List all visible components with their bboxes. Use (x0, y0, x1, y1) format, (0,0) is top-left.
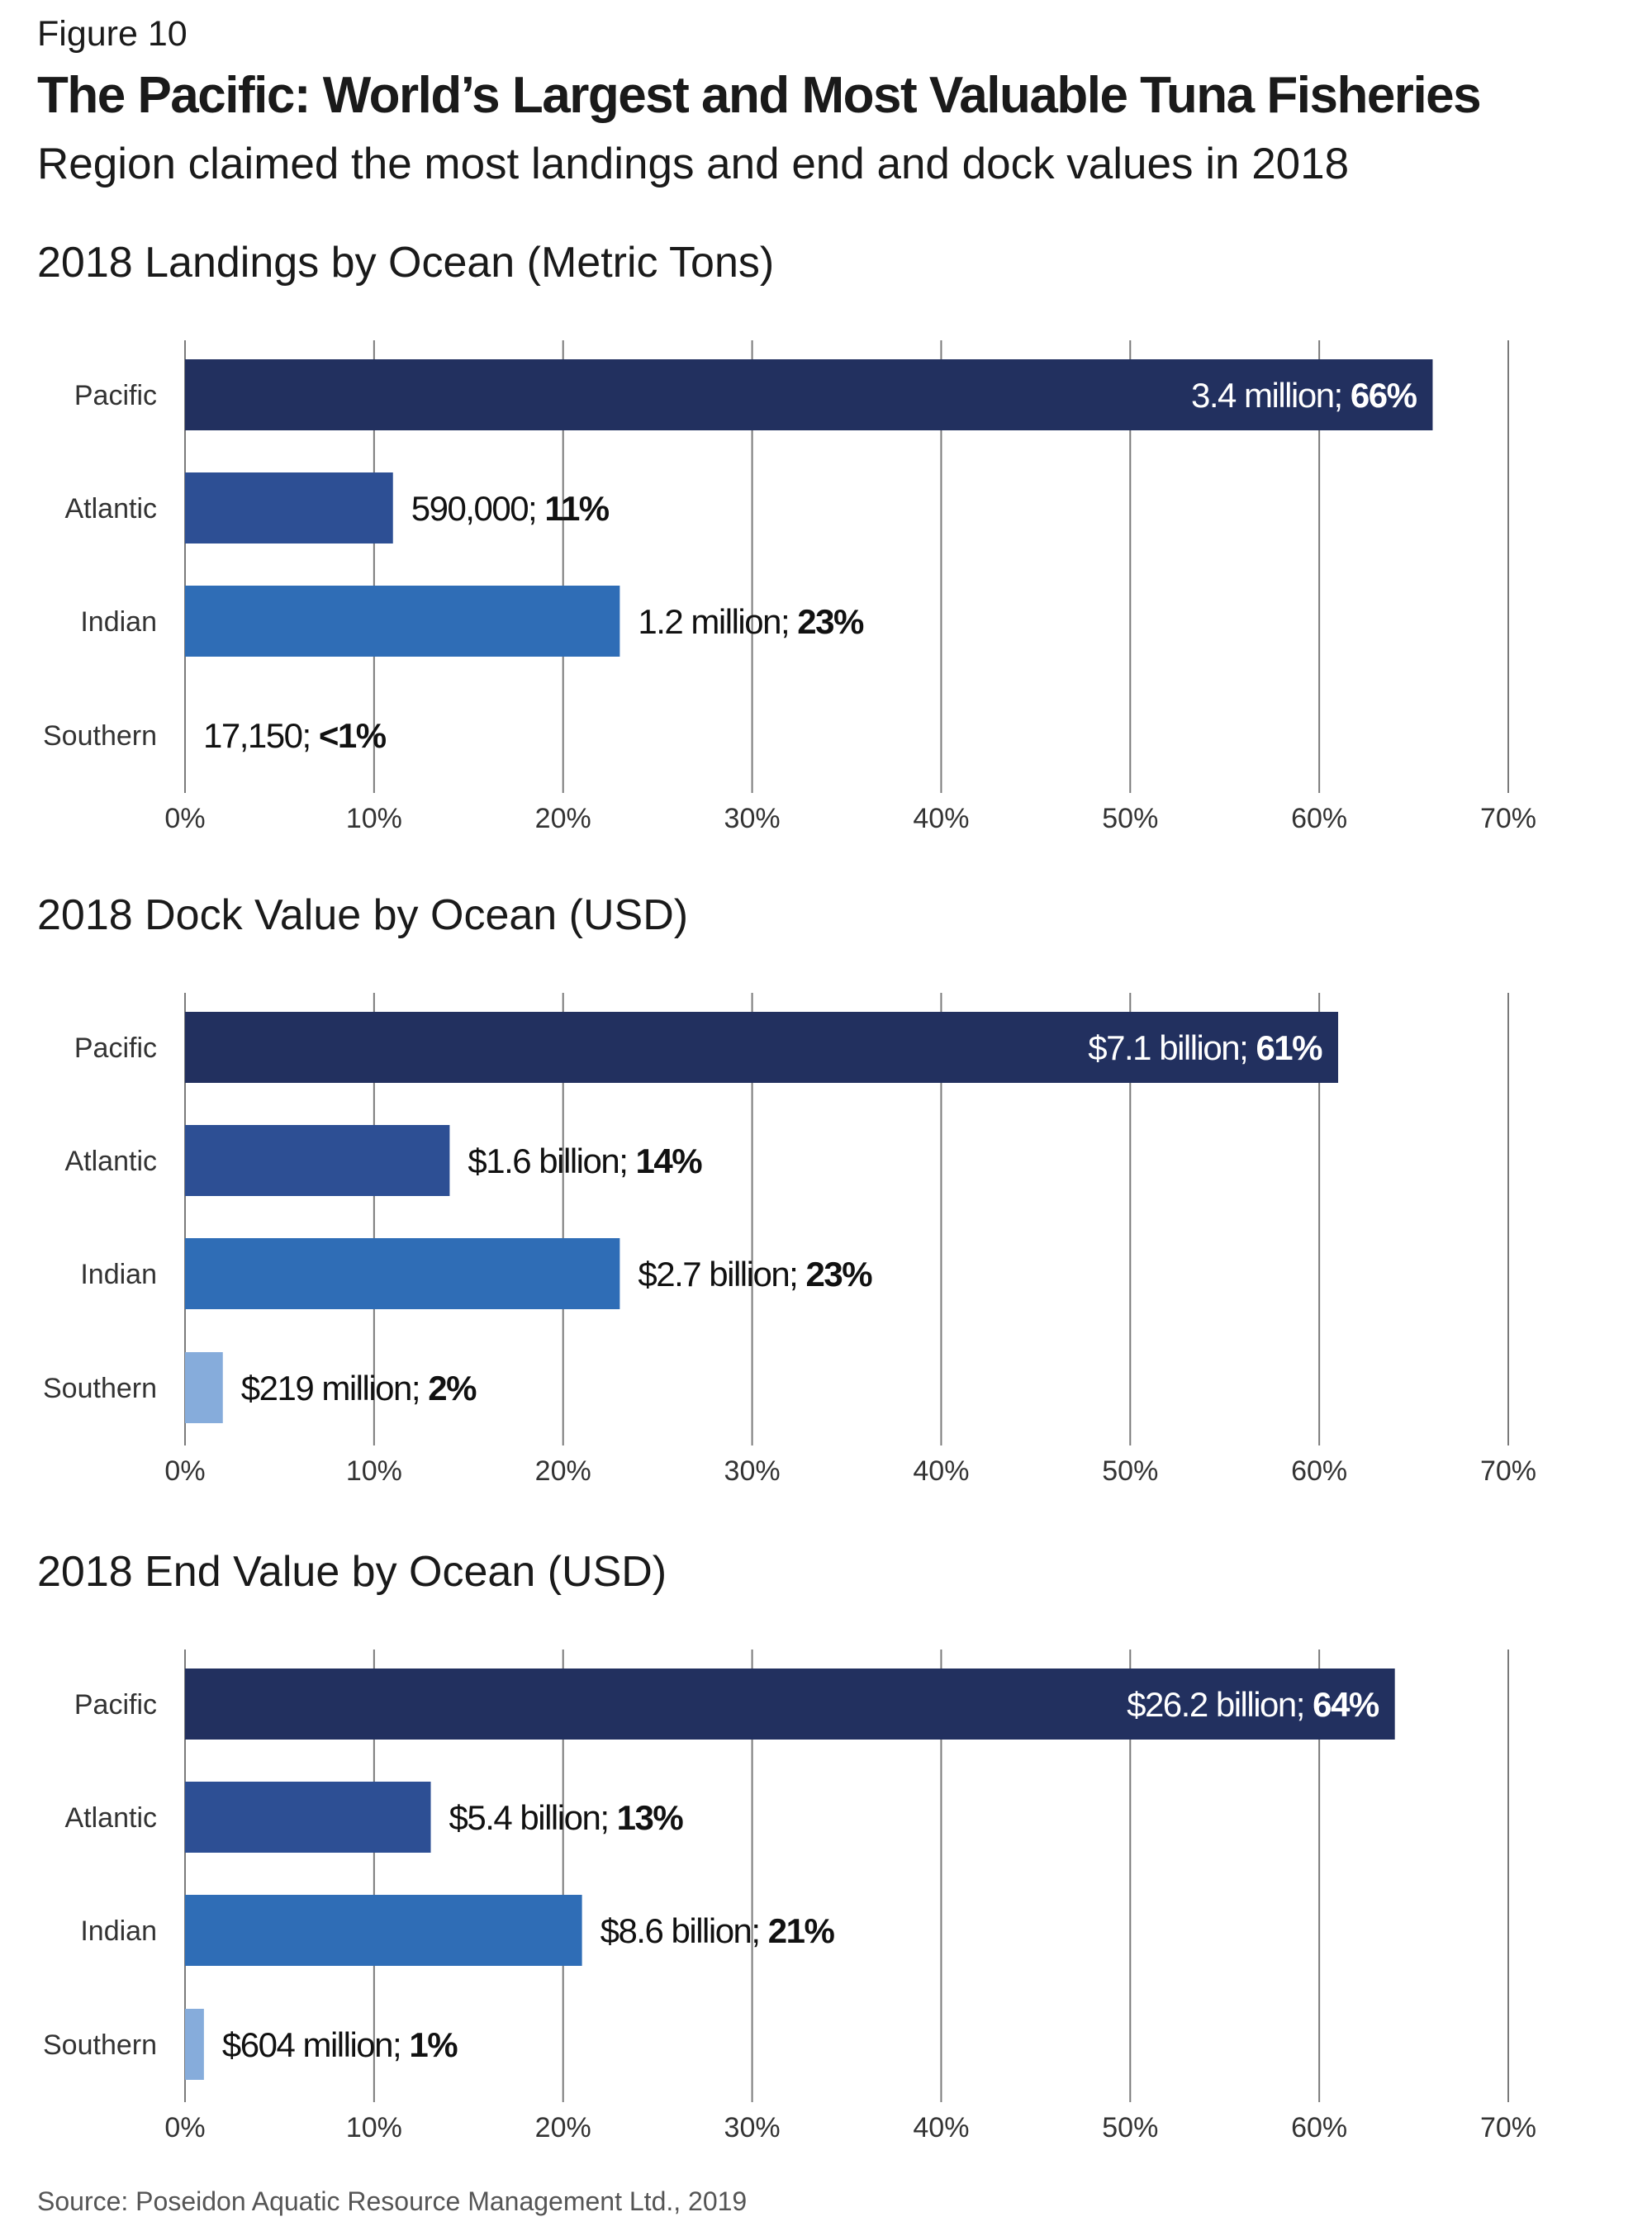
chart-panel-3: 2018 End Value by Ocean (USD) 0% 10% 20% 30%… (37, 1548, 1536, 2143)
category-label: Southern (43, 1373, 157, 1404)
category-label: Indian (80, 1915, 157, 1947)
data-label-value: 590,000; (411, 489, 545, 528)
data-label-value: $8.6 billion; (601, 1911, 768, 1950)
data-label-atlantic: 590,000; 11% (411, 489, 610, 528)
x-tick-label: 50% (1102, 803, 1158, 834)
data-label-value: $2.7 billion; (638, 1255, 805, 1294)
x-tick-label: 0% (164, 2112, 205, 2143)
x-tick-label: 10% (346, 2112, 402, 2143)
data-label-indian: $8.6 billion; 21% (601, 1911, 835, 1950)
x-tick-label: 40% (913, 2112, 969, 2143)
category-label: Southern (43, 720, 157, 752)
chart-panel-1: 2018 Landings by Ocean (Metric Tons) 0% 10… (37, 239, 1536, 834)
data-label-indian: 1.2 million; 23% (638, 602, 864, 641)
data-label-atlantic: $1.6 billion; 14% (468, 1142, 702, 1180)
data-label-southern: $604 million; 1% (222, 2025, 458, 2064)
data-label-value: $604 million; (222, 2025, 409, 2064)
x-tick-label: 70% (1480, 803, 1536, 834)
data-label-pacific: 3.4 million; 66% (1191, 376, 1417, 415)
data-label-percent: 23% (797, 602, 864, 641)
category-label: Pacific (74, 1032, 157, 1064)
category-label: Pacific (74, 1689, 157, 1721)
data-label-indian: $2.7 billion; 23% (638, 1255, 872, 1294)
category-label: Indian (80, 606, 157, 638)
data-label-southern: 17,150; <1% (203, 716, 387, 755)
x-tick-label: 60% (1291, 2112, 1347, 2143)
data-label-atlantic: $5.4 billion; 13% (449, 1798, 684, 1837)
bar-southern (185, 2009, 204, 2080)
figure-subtitle: Region claimed the most landings and end… (37, 140, 1350, 188)
x-tick-label: 30% (724, 1455, 781, 1487)
x-tick-label: 50% (1102, 1455, 1158, 1487)
bar-pacific (185, 359, 1433, 430)
x-tick-label: 0% (164, 803, 205, 834)
data-label-percent: <1% (319, 716, 387, 755)
figure-title: The Pacific: World’s Largest and Most Va… (37, 67, 1482, 124)
data-label-percent: 61% (1256, 1028, 1322, 1067)
x-tick-label: 0% (164, 1455, 205, 1487)
data-label-value: 1.2 million; (638, 602, 797, 641)
category-label: Atlantic (65, 1146, 158, 1177)
data-label-pacific: $7.1 billion; 61% (1088, 1028, 1322, 1067)
x-tick-label: 20% (535, 2112, 591, 2143)
x-tick-label: 40% (913, 803, 969, 834)
data-label-percent: 14% (636, 1142, 703, 1180)
data-label-value: 3.4 million; (1191, 376, 1351, 415)
category-label: Southern (43, 2029, 157, 2061)
x-tick-label: 10% (346, 1455, 402, 1487)
bar-atlantic (185, 472, 393, 544)
data-label-pacific: $26.2 billion; 64% (1127, 1685, 1379, 1724)
bar-atlantic (185, 1125, 450, 1196)
bar-indian (185, 586, 620, 657)
x-tick-label: 70% (1480, 2112, 1536, 2143)
bar-southern (185, 1352, 223, 1423)
x-tick-label: 20% (535, 1455, 591, 1487)
x-tick-label: 50% (1102, 2112, 1158, 2143)
source-note: Source: Poseidon Aquatic Resource Manage… (37, 2186, 748, 2216)
panel-title: 2018 Landings by Ocean (Metric Tons) (37, 239, 774, 287)
panel-title: 2018 Dock Value by Ocean (USD) (37, 891, 688, 939)
data-label-value: $1.6 billion; (468, 1142, 635, 1180)
data-label-percent: 13% (617, 1798, 684, 1837)
category-label: Indian (80, 1259, 157, 1290)
category-label: Pacific (74, 380, 157, 411)
data-label-percent: 21% (768, 1911, 835, 1950)
x-tick-label: 10% (346, 803, 402, 834)
category-label: Atlantic (65, 493, 158, 525)
data-label-value: 17,150; (203, 716, 319, 755)
chart-panel-2: 2018 Dock Value by Ocean (USD) 0% 10% 20% 30… (37, 891, 1536, 1487)
bar-atlantic (185, 1782, 431, 1853)
data-label-value: $219 million; (241, 1369, 428, 1407)
data-label-percent: 66% (1351, 376, 1417, 415)
data-label-percent: 1% (409, 2025, 458, 2064)
x-tick-label: 60% (1291, 1455, 1347, 1487)
bar-pacific (185, 1012, 1339, 1083)
data-label-percent: 2% (428, 1369, 477, 1407)
data-label-percent: 64% (1313, 1685, 1379, 1724)
panel-title: 2018 End Value by Ocean (USD) (37, 1548, 667, 1596)
figure-label: Figure 10 (37, 14, 188, 54)
x-tick-label: 40% (913, 1455, 969, 1487)
bar-indian (185, 1895, 582, 1966)
data-label-value: $26.2 billion; (1127, 1685, 1313, 1724)
bar-indian (185, 1238, 620, 1309)
data-label-southern: $219 million; 2% (241, 1369, 477, 1407)
x-tick-label: 30% (724, 803, 781, 834)
category-label: Atlantic (65, 1802, 158, 1834)
data-label-percent: 11% (544, 489, 609, 528)
data-label-value: $7.1 billion; (1088, 1028, 1256, 1067)
bar-pacific (185, 1669, 1395, 1740)
x-tick-label: 20% (535, 803, 591, 834)
x-tick-label: 60% (1291, 803, 1347, 834)
data-label-percent: 23% (806, 1255, 873, 1294)
data-label-value: $5.4 billion; (449, 1798, 617, 1837)
x-tick-label: 70% (1480, 1455, 1536, 1487)
x-tick-label: 30% (724, 2112, 781, 2143)
